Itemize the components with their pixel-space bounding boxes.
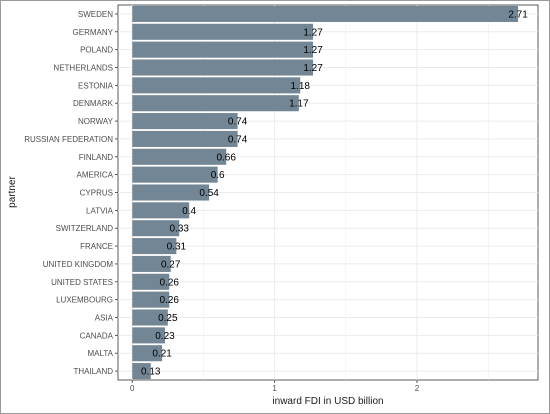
data-label: 0.23 [155, 331, 175, 342]
bar [132, 77, 301, 94]
bar [132, 291, 170, 308]
x-tick-labels: 0 1 2 [130, 380, 420, 393]
data-label: 1.27 [303, 27, 323, 38]
category-label: LUXEMBOURG [56, 296, 113, 305]
category-label: NORWAY [78, 117, 114, 126]
bar [132, 41, 314, 58]
category-labels: SWEDEN GERMANY POLAND NETHERLANDS ESTONIA DEN… [24, 10, 118, 376]
bar [132, 59, 314, 76]
bar [132, 166, 218, 183]
data-label: 1.27 [303, 45, 323, 56]
category-label: UNITED STATES [51, 278, 113, 287]
data-label: 2.71 [508, 9, 528, 20]
data-label: 0.54 [199, 188, 219, 199]
category-label: GERMANY [73, 28, 114, 37]
bar [132, 148, 227, 165]
bar [132, 130, 238, 147]
bar [132, 273, 170, 290]
bar [132, 113, 238, 130]
bar [132, 255, 171, 272]
category-label: SWEDEN [78, 10, 113, 19]
category-label: ASIA [95, 314, 114, 323]
category-label: POLAND [80, 46, 113, 55]
data-label: 1.18 [291, 81, 311, 92]
bar [132, 363, 151, 380]
data-label: 0.26 [160, 295, 180, 306]
bar [132, 23, 314, 40]
data-label: 0.31 [167, 242, 187, 253]
data-label: 0.33 [169, 224, 189, 235]
category-label: THAILAND [73, 367, 113, 376]
category-label: NETHERLANDS [53, 64, 113, 73]
category-label: RUSSIAN FEDERATION [24, 135, 113, 144]
bar [132, 327, 165, 344]
x-tick-label: 1 [272, 384, 277, 393]
data-label: 0.13 [141, 367, 161, 378]
category-label: FINLAND [79, 153, 113, 162]
category-label: CYPRUS [80, 189, 113, 198]
data-label: 1.27 [303, 63, 323, 74]
category-label: MALTA [88, 349, 114, 358]
category-label: DENMARK [73, 99, 114, 108]
data-label: 0.25 [158, 313, 178, 324]
data-label: 0.4 [182, 206, 196, 217]
category-label: AMERICA [77, 171, 114, 180]
data-label: 0.74 [228, 117, 248, 128]
data-label: 0.74 [228, 134, 248, 145]
bar [132, 238, 177, 255]
bar [132, 202, 190, 219]
category-label: FRANCE [80, 242, 113, 251]
bar [132, 220, 180, 237]
data-label: 1.17 [289, 99, 309, 110]
category-label: SWITZERLAND [56, 224, 114, 233]
data-label: 0.6 [211, 170, 225, 181]
category-label: ESTONIA [78, 81, 114, 90]
category-label: LATVIA [86, 206, 114, 215]
data-label: 0.26 [160, 277, 180, 288]
data-label: 0.21 [152, 349, 172, 360]
x-tick-label: 2 [415, 384, 420, 393]
category-label: UNITED KINGDOM [43, 260, 114, 269]
x-tick-label: 0 [130, 384, 135, 393]
bar [132, 309, 168, 326]
bar [132, 184, 210, 201]
data-labels: 2.71 1.27 1.27 1.27 1.18 1.17 0.74 0.74 0.66 0.6 0… [141, 9, 528, 377]
data-label: 0.27 [161, 259, 181, 270]
bar [132, 95, 299, 112]
y-axis-title: partner [7, 175, 18, 207]
category-label: CANADA [80, 331, 114, 340]
bars [132, 5, 519, 380]
bar [132, 345, 163, 362]
data-label: 0.66 [216, 152, 236, 163]
x-axis-title: inward FDI in USD billion [272, 396, 383, 407]
bar [132, 5, 519, 22]
